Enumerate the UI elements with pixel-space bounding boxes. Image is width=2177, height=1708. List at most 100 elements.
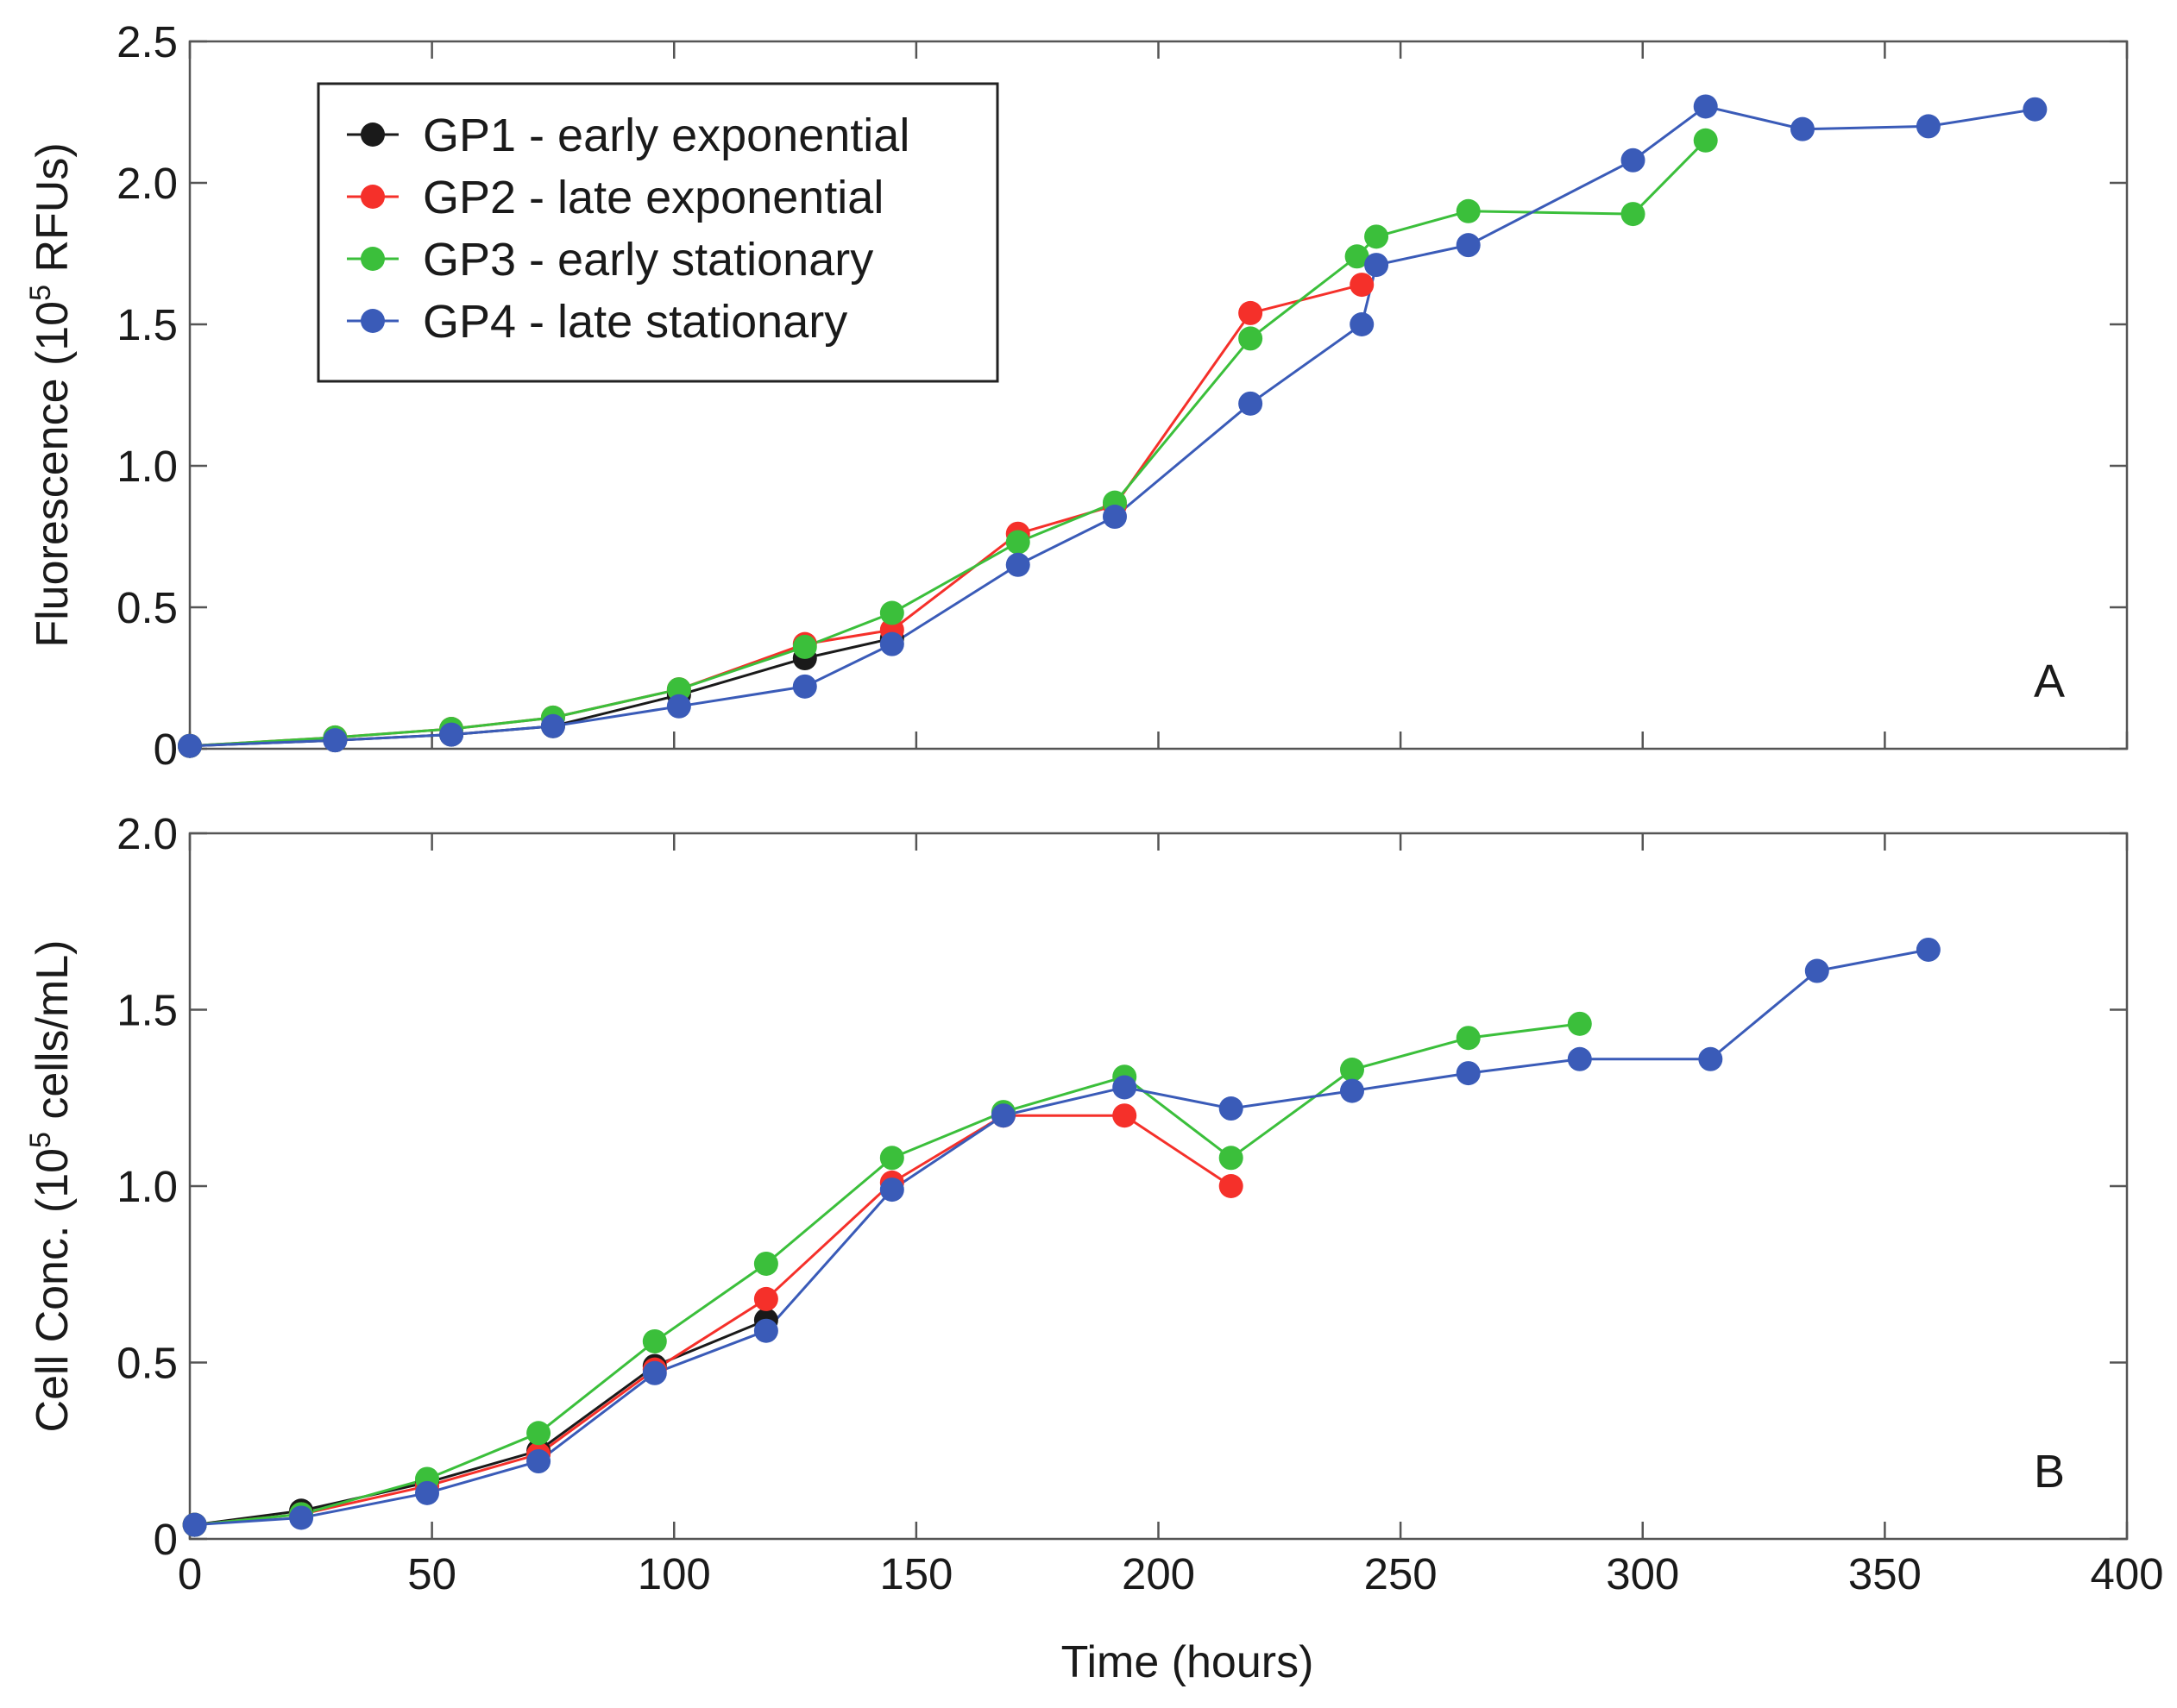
panel-b-point-gp2-5	[753, 1286, 778, 1311]
panel-a-point-gp4-16	[1916, 114, 1941, 139]
legend-label-gp2: GP2 - late exponential	[423, 172, 884, 223]
panel-a-ticks: 0 0.5 1.0 1.5 2.0 2.5	[116, 17, 2129, 774]
x-tick-label-0: 0	[178, 1549, 202, 1598]
panel-b-series-line-gp4	[194, 948, 1929, 1527]
panel-b-point-gp4-8	[1112, 1075, 1137, 1100]
panel-a-point-gp4-10	[1350, 312, 1375, 336]
panel-a-point-gp4-15	[1790, 116, 1815, 141]
legend: GP1 - early exponential GP2 - late expon…	[317, 82, 999, 383]
panel-a-point-gp3-7	[1005, 530, 1030, 555]
legend-marker-gp1	[361, 122, 385, 147]
panel-a-y-axis-label: Fluorescence (105 RFUs)	[24, 142, 78, 647]
panel-a-point-gp3-5	[792, 634, 817, 659]
panel-a-y-tick-label-2: 2.0	[116, 159, 178, 208]
panel-a-point-gp4-5	[792, 674, 817, 699]
panel-b-point-gp4-11	[1456, 1061, 1481, 1086]
panel-b-point-gp4-14	[1804, 958, 1829, 983]
panel-a-point-gp4-11	[1364, 253, 1389, 278]
x-tick-label-250: 250	[1364, 1549, 1438, 1598]
legend-items: GP1 - early exponential GP2 - late expon…	[347, 110, 909, 348]
legend-item-gp2: GP2 - late exponential	[347, 172, 884, 223]
panel-b-y-tick-label-0: 0	[154, 1515, 178, 1564]
panel-b-y-label-exponent: 5	[24, 1132, 57, 1148]
panel-b-y-axis-label: Cell Conc. (105 cells/mL)	[24, 940, 78, 1433]
panel-a-point-gp4-8	[1102, 505, 1127, 530]
panel-a-point-gp4-4	[666, 694, 691, 719]
panel-a-point-gp3-12	[1456, 198, 1481, 223]
panel-a-y-tick-label-0.5: 0.5	[116, 583, 178, 632]
panel-b-point-gp4-6	[879, 1177, 904, 1203]
panel-b-point-gp4-1	[289, 1505, 314, 1530]
x-tick-label-400: 400	[2090, 1549, 2163, 1598]
panel-b-point-gp2-8	[1112, 1103, 1137, 1128]
panel-b-point-gp4-13	[1698, 1046, 1723, 1071]
panel-b-point-gp4-2	[415, 1480, 440, 1505]
panel-a-point-gp3-6	[879, 600, 904, 625]
panel-a-series	[178, 94, 2048, 758]
panel-b-y-tick-label-1.5: 1.5	[116, 986, 178, 1035]
panel-b-point-gp4-0	[182, 1512, 207, 1537]
legend-label-gp3: GP3 - early stationary	[423, 234, 873, 286]
panel-a-point-gp4-17	[2023, 97, 2048, 122]
panel-a-point-gp4-7	[1005, 552, 1030, 577]
x-tick-label-350: 350	[1848, 1549, 1922, 1598]
panel-b-y-tick-label-0.5: 0.5	[116, 1339, 178, 1388]
x-tick-label-300: 300	[1606, 1549, 1679, 1598]
panel-b-point-gp4-4	[642, 1360, 667, 1385]
panel-b-point-gp2-9	[1218, 1174, 1243, 1198]
legend-box	[317, 82, 999, 383]
panel-b-point-gp4-10	[1340, 1078, 1364, 1103]
x-tick-label-50: 50	[407, 1549, 456, 1598]
panel-a-point-gp3-13	[1620, 202, 1645, 227]
panel-a-point-gp3-11	[1364, 224, 1389, 249]
legend-marker-gp3	[361, 247, 385, 271]
panel-a-point-gp2-10	[1350, 273, 1375, 298]
x-tick-label-100: 100	[638, 1549, 711, 1598]
panel-a-y-tick-label-0: 0	[154, 725, 178, 774]
x-tick-label-200: 200	[1122, 1549, 1195, 1598]
panel-a-point-gp4-14	[1693, 94, 1718, 119]
panel-b-y-label-prefix: Cell Conc. (10	[28, 1148, 78, 1432]
panel-a-point-gp4-12	[1456, 233, 1481, 258]
panel-b-y-tick-label-1: 1.0	[116, 1162, 178, 1211]
panel-b-series-line-gp1	[194, 1319, 767, 1527]
panel-a-point-gp2-9	[1238, 300, 1263, 325]
panel-a-point-gp4-9	[1238, 391, 1263, 416]
legend-marker-gp4	[361, 309, 385, 333]
panel-b-point-gp4-15	[1916, 937, 1941, 962]
panel-b-point-gp4-9	[1218, 1096, 1243, 1121]
panel-b-point-gp3-3	[526, 1421, 551, 1446]
panel-b-ticks: 0 50 100 150 200 250 300 350 400 0 0.5 1.0 1.5 2.0	[116, 809, 2163, 1598]
panel-a-y-label-exponent: 5	[24, 285, 57, 301]
legend-label-gp1: GP1 - early exponential	[423, 110, 909, 161]
panel-b-label: B	[2034, 1446, 2065, 1498]
legend-item-gp4: GP4 - late stationary	[347, 296, 847, 348]
panel-b-point-gp3-9	[1218, 1146, 1243, 1171]
panel-b-point-gp3-10	[1340, 1058, 1364, 1083]
panel-a-y-tick-label-1: 1.0	[116, 442, 178, 491]
panel-b-y-tick-label-2: 2.0	[116, 809, 178, 858]
panel-b-frame	[188, 832, 2129, 1541]
panel-a-series-line-gp4	[189, 104, 2035, 748]
legend-label-gp4: GP4 - late stationary	[423, 296, 847, 348]
legend-item-gp3: GP3 - early stationary	[347, 234, 873, 286]
panel-a-y-tick-label-2.5: 2.5	[116, 17, 178, 66]
panel-a-point-gp3-14	[1693, 128, 1718, 153]
panel-a-fluorescence: 0 0.5 1.0 1.5 2.0 2.5 A Fluorescence (105 RFU…	[24, 17, 2129, 774]
panel-a-series-line-gp1	[189, 637, 893, 748]
panel-b-point-gp4-12	[1567, 1046, 1592, 1071]
panel-b-series-line-gp2	[194, 1114, 1232, 1527]
legend-marker-gp2	[361, 185, 385, 209]
panel-b-point-gp3-6	[879, 1146, 904, 1171]
panel-b-point-gp4-5	[753, 1318, 778, 1343]
panel-a-point-gp4-3	[540, 713, 565, 738]
panel-b-point-gp3-5	[753, 1251, 778, 1276]
panel-b-y-label-suffix: cells/mL)	[28, 940, 78, 1132]
panel-a-point-gp4-2	[439, 722, 464, 747]
panel-a-y-tick-label-1.5: 1.5	[116, 300, 178, 349]
x-tick-label-150: 150	[879, 1549, 953, 1598]
panel-b-point-gp3-12	[1567, 1011, 1592, 1036]
legend-item-gp1: GP1 - early exponential	[347, 110, 909, 161]
